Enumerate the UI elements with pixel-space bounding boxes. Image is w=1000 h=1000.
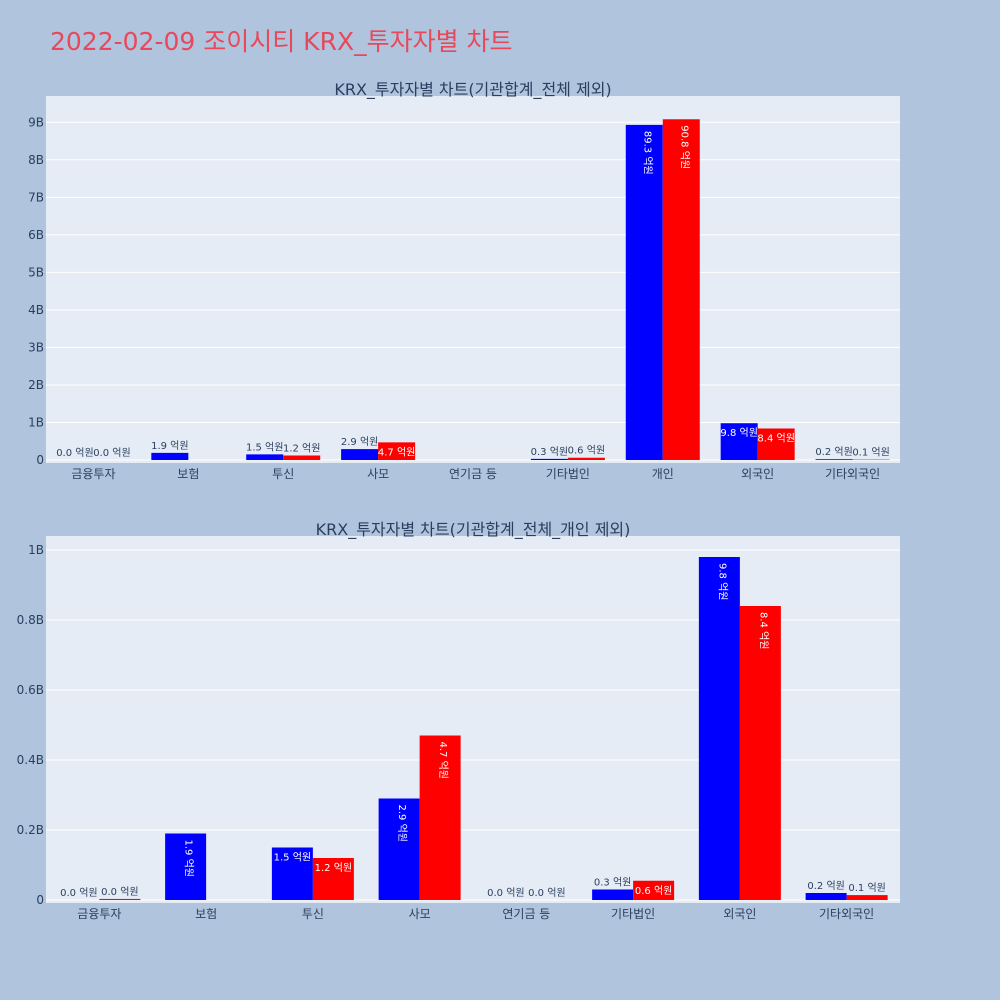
data-label: 0.0 억원 [56,447,93,459]
data-label: 0.0 억원 [101,886,138,898]
data-label: 1.9 억원 [151,440,188,452]
x-tick-label: 개인 [652,467,674,481]
x-tick-label: 기타법인 [611,907,655,921]
data-label: 1.5 억원 [246,441,283,453]
bar [246,454,284,460]
y-tick-label: 8B [28,153,44,167]
data-label: 2.9 억원 [396,805,408,842]
data-label: 1.2 억원 [315,862,352,874]
bar [698,557,740,900]
x-tick-label: 금융투자 [71,467,115,481]
bar [567,457,605,460]
y-tick-label: 2B [28,378,44,392]
chart-subtitle: KRX_투자자별 차트(기관합계_전체_개인 제외) [316,520,631,540]
bar [271,847,313,900]
y-tick-label: 0.4B [17,753,44,767]
page-title: 2022-02-09 조이시티 KRX_투자자별 차트 [50,27,513,56]
bar [815,459,853,460]
data-label: 1.5 억원 [274,852,311,864]
data-label: 0.6 억원 [568,445,605,457]
data-label: 0.1 억원 [848,882,885,894]
bar [151,452,189,460]
y-tick-label: 9B [28,115,44,129]
bar [592,889,634,900]
x-tick-label: 투신 [272,467,294,481]
data-label: 0.0 억원 [93,447,130,459]
chart-subtitle: KRX_투자자별 차트(기관합계_전체 제외) [334,80,611,100]
data-label: 1.2 억원 [283,442,320,454]
x-tick-label: 사모 [409,907,431,921]
data-label: 9.8 억원 [720,427,757,439]
bar [662,119,700,460]
bar [720,423,758,460]
y-tick-label: 0.6B [17,683,44,697]
x-tick-label: 기타외국인 [825,467,880,481]
bar [419,735,461,900]
x-tick-label: 기타법인 [546,467,590,481]
bar [341,449,379,460]
y-tick-label: 1B [28,415,44,429]
data-label: 89.3 억원 [641,131,653,175]
bar [312,858,354,900]
y-tick-label: 7B [28,190,44,204]
y-tick-label: 0.2B [17,823,44,837]
data-label: 90.8 억원 [678,125,690,169]
data-label: 0.2 억원 [815,446,852,458]
bar [378,798,420,900]
x-tick-label: 보험 [195,907,217,921]
chart-top: KRX_투자자별 차트(기관합계_전체 제외) 0 1B 2B 3B 4B 5B 6B 7B 8B… [28,80,900,481]
bar [283,455,321,460]
plot-area [46,96,900,463]
y-tick-label: 4B [28,303,44,317]
x-tick-label: 보험 [177,467,199,481]
data-label: 8.4 억원 [757,432,794,444]
data-label: 4.7 억원 [378,446,415,458]
data-label: 1.9 억원 [183,840,195,877]
y-tick-label: 6B [28,228,44,242]
data-label: 0.6 억원 [635,885,672,897]
bar [846,895,888,900]
y-tick-label: 0 [36,453,44,467]
bar [99,898,141,900]
x-tick-label: 기타외국인 [819,907,874,921]
data-label: 0.2 억원 [807,880,844,892]
y-tick-label: 0 [36,893,44,907]
bar [530,458,568,460]
y-tick-label: 3B [28,340,44,354]
data-label: 0.0 억원 [528,887,565,899]
data-label: 0.0 억원 [60,887,97,899]
data-label: 0.1 억원 [852,447,889,459]
bar [739,606,781,900]
bar [757,428,795,460]
bar [378,442,416,460]
x-tick-label: 외국인 [741,467,774,481]
x-tick-label: 연기금 등 [449,467,497,481]
x-tick-label: 사모 [367,467,389,481]
bar [625,124,663,461]
y-tick-label: 0.8B [17,613,44,627]
y-tick-label: 5B [28,265,44,279]
x-tick-label: 외국인 [723,907,756,921]
data-label: 0.3 억원 [531,446,568,458]
bar [633,880,675,900]
data-label: 0.3 억원 [594,877,631,889]
y-tick-label: 1B [28,543,44,557]
data-label: 2.9 억원 [341,436,378,448]
data-label: 4.7 억원 [437,742,449,779]
bar [165,833,207,900]
data-label: 9.8 억원 [716,563,728,600]
x-tick-label: 연기금 등 [502,907,550,921]
data-label: 8.4 억원 [757,612,769,649]
data-label: 0.0 억원 [487,887,524,899]
x-tick-label: 금융투자 [77,907,121,921]
x-tick-label: 투신 [302,907,324,921]
bar [805,893,847,900]
